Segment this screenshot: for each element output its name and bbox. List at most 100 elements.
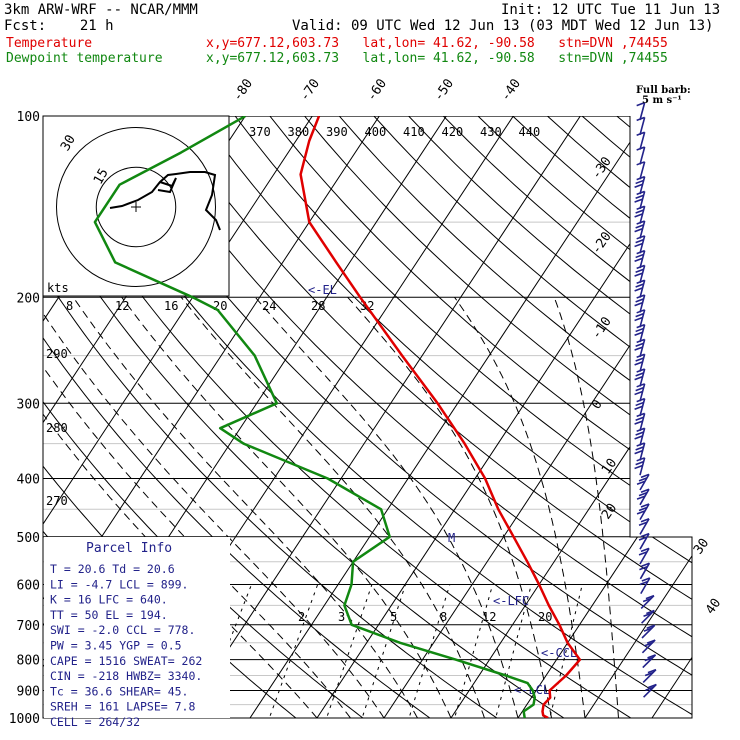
wind-barb-flag	[636, 264, 645, 270]
wind-barb-staff	[641, 639, 656, 654]
wind-barb	[634, 249, 646, 269]
dry-adiabat-line	[685, 116, 692, 718]
parcel-info-row: CIN = -218 HWBZ= 3340.	[50, 669, 202, 683]
mixing-ratio-label: 2	[298, 610, 305, 624]
wind-barb-flag	[635, 327, 644, 333]
legend-dewpoint: Dewpoint temperature	[6, 51, 163, 66]
wind-barb	[641, 624, 656, 639]
pressure-label: 400	[17, 472, 40, 487]
wind-barb-flag	[635, 253, 644, 259]
parcel-info-row: SWI = -2.0 CCL = 778.	[50, 623, 195, 637]
mixing-ratio-label: 8	[440, 610, 447, 624]
pressure-label: 900	[17, 684, 40, 699]
wind-barb-flag	[634, 449, 643, 455]
theta-label: 270	[46, 494, 68, 508]
thetae-label: 24	[262, 299, 276, 313]
wind-barb-flag	[643, 612, 652, 618]
wind-barb-staff	[639, 368, 646, 387]
wind-barb-staff	[641, 609, 655, 624]
thetae-label: 16	[164, 299, 178, 313]
wind-barb-flag	[644, 656, 654, 662]
isotherm-line	[174, 116, 590, 718]
pressure-label: 100	[17, 110, 40, 125]
wind-barb-staff	[639, 206, 646, 224]
wind-barb-staff	[639, 518, 650, 535]
isotherm-label: 30	[691, 536, 712, 557]
wind-barb-flag	[635, 194, 644, 199]
wind-barb-flag	[634, 213, 643, 218]
wind-barb	[636, 161, 646, 180]
wind-barb	[634, 353, 646, 372]
wind-barb-flag	[634, 375, 643, 381]
dewpoint-profile-line	[93, 116, 537, 718]
wind-barb-staff	[639, 533, 650, 550]
wind-barb-flag	[636, 480, 646, 486]
wind-barb	[642, 668, 657, 683]
wind-barb-flag	[640, 488, 650, 493]
moist-adiabat-line	[347, 296, 552, 718]
mixing-ratio-label: 3	[338, 610, 345, 624]
wind-barb	[634, 309, 646, 328]
hodograph-ring-label: 15	[91, 166, 112, 187]
hodograph-plot	[56, 127, 221, 287]
moist-adiabat-line	[454, 297, 586, 718]
wind-barb-staff	[643, 683, 657, 698]
wind-barb-flag	[636, 101, 645, 107]
ccl-marker: <-CCL	[541, 646, 577, 660]
pressure-label: 600	[17, 578, 40, 593]
isotherm-line	[308, 116, 692, 718]
wind-barb-staff	[639, 161, 646, 180]
wind-barb	[634, 264, 646, 284]
dry-adiabat-line	[269, 116, 692, 718]
mixing-ratio-line	[404, 584, 451, 718]
wind-barb-flag	[636, 190, 645, 196]
wind-barb-flag	[634, 316, 643, 322]
wind-barb-flag	[635, 283, 644, 288]
wind-barb-flag	[641, 577, 651, 582]
moist-adiabat-line	[43, 297, 385, 718]
theta-label: 290	[46, 347, 68, 361]
parcel-info-row: PW = 3.45 YGP = 0.5	[50, 639, 182, 653]
wind-barb	[640, 594, 655, 609]
wind-barb	[636, 146, 646, 165]
wind-barb-staff	[639, 250, 646, 269]
wind-barb	[643, 683, 657, 698]
wind-barb-flag	[636, 457, 645, 462]
pressure-label: 300	[17, 397, 40, 412]
wind-barb-flag	[636, 279, 645, 284]
wind-barb-flag	[636, 397, 645, 403]
wind-barb-staff	[639, 413, 646, 432]
theta-label: 420	[442, 125, 464, 139]
wind-barb-flag	[638, 521, 648, 526]
wind-barb-flag	[642, 597, 652, 603]
wind-barb	[636, 503, 650, 520]
moist-adiabat-line	[121, 297, 452, 718]
wind-barb-flag	[638, 491, 648, 497]
dry-adiabat-line	[338, 116, 692, 718]
wind-barb-flag	[635, 372, 644, 377]
wind-barb	[642, 654, 657, 669]
wind-barb-flag	[635, 446, 644, 451]
mixing-ratio-line	[546, 584, 583, 718]
wind-barb-staff	[639, 280, 646, 298]
wind-barb-flag	[639, 580, 649, 586]
isotherm-label: -20	[589, 229, 615, 257]
isotherm-label: 0	[589, 397, 606, 412]
wind-barb-flag	[636, 235, 645, 240]
wind-barb-flag	[635, 224, 644, 229]
wind-barb	[634, 205, 646, 224]
dry-adiabat-line	[130, 116, 692, 718]
dry-adiabat-line	[43, 116, 449, 718]
wind-barb-staff	[639, 354, 646, 372]
isotherm-label: -60	[364, 76, 390, 104]
wind-key: Full barb: 5 m s⁻¹	[636, 86, 691, 106]
wind-barb-flag	[635, 238, 644, 244]
parcel-info-row: Tc = 36.6 SHEAR= 45.	[50, 684, 188, 698]
isotherm-label: -30	[589, 154, 615, 182]
lfc-marker: <-LFC	[493, 594, 529, 608]
dry-adiabat-line	[95, 116, 692, 718]
wind-barb-flag	[647, 668, 657, 674]
wind-barb	[634, 457, 646, 476]
isotherm-line	[375, 116, 692, 718]
hodograph-ring	[56, 127, 216, 287]
